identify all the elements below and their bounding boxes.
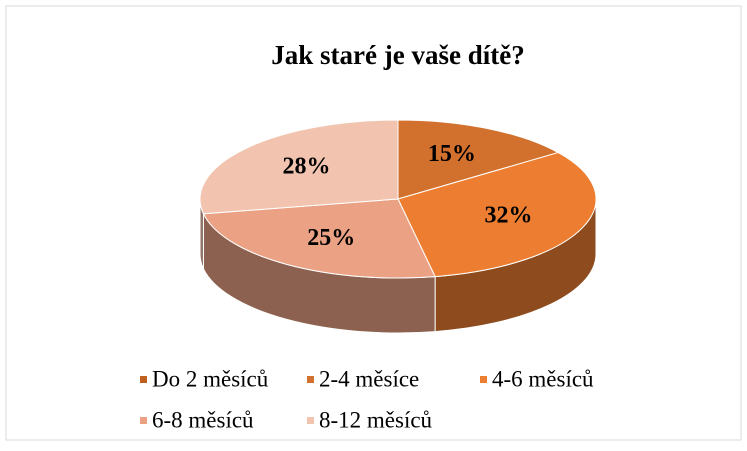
legend-marker: [140, 376, 147, 383]
pie-slice: [397, 119, 560, 200]
legend-label: 2-4 měsíce: [319, 366, 419, 391]
legend-label: 4-6 měsíců: [492, 366, 594, 391]
legend-marker: [307, 376, 314, 383]
data-label: 25%: [307, 225, 355, 251]
legend-label: 6-8 měsíců: [152, 407, 254, 432]
pie-slice: [397, 152, 597, 278]
legend-marker: [307, 417, 314, 424]
data-label: 15%: [428, 141, 476, 167]
pie-slice: [202, 198, 436, 279]
legend-label: 8-12 měsíců: [319, 407, 433, 432]
legend-marker: [480, 376, 487, 383]
data-label: 28%: [282, 153, 330, 179]
pie-slice: [199, 119, 399, 215]
data-label: 32%: [484, 203, 532, 229]
chart-title: Jak staré je vaše dítě?: [271, 40, 524, 70]
legend-marker: [140, 417, 147, 424]
legend-label: Do 2 měsíců: [152, 366, 269, 391]
